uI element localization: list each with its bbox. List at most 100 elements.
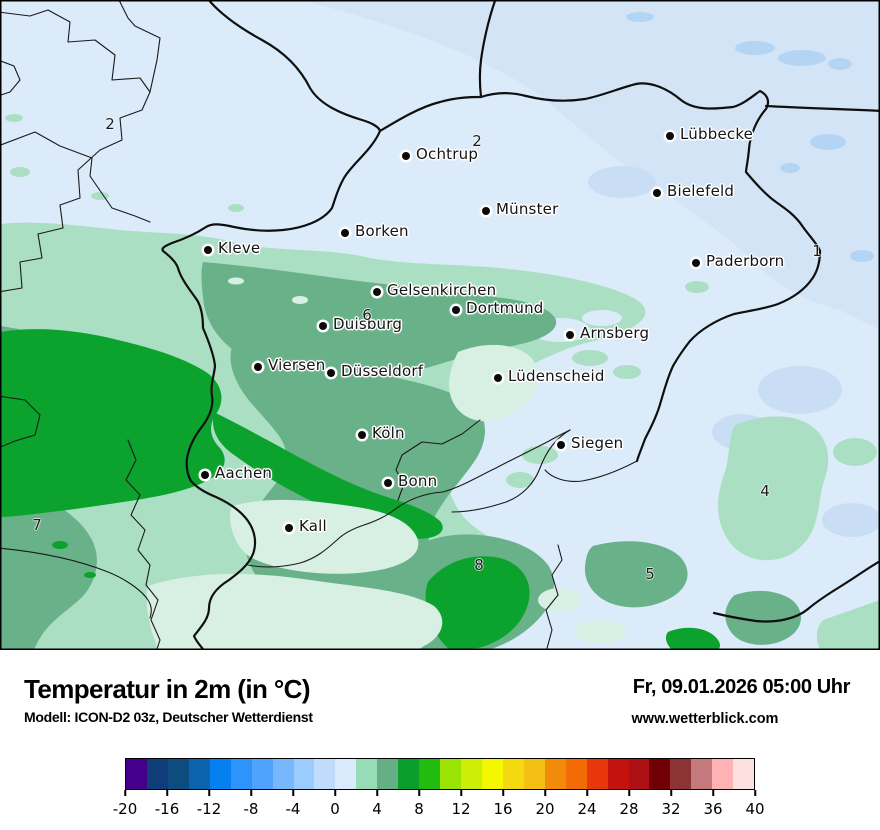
legend-tick (376, 790, 378, 796)
city-dot-icon (692, 259, 700, 267)
city-marker-layer: Ochtrup Lübbecke Bielefeld Münster Borke… (201, 125, 784, 535)
legend-color-swatch (377, 759, 399, 789)
city-label: Lüdenscheid (508, 367, 605, 385)
temperature-legend: -20 -16 -12 -8 -4 0 4 8 12 16 20 24 28 32 36 40 (113, 758, 765, 818)
temperature-value-label: 5 (645, 565, 655, 583)
map-svg (0, 0, 880, 650)
city-label: Kleve (218, 239, 261, 257)
forecast-datetime: Fr, 09.01.2026 05:00 Uhr (632, 676, 851, 698)
district-borders (0, 0, 638, 650)
temperature-value-label: 1 (812, 242, 822, 260)
legend-tick (712, 790, 714, 796)
legend-tick (544, 790, 546, 796)
city-label: Düsseldorf (341, 362, 424, 380)
legend-color-swatch (419, 759, 441, 789)
city-label: Borken (355, 222, 409, 240)
city-dot-icon (319, 322, 327, 330)
city-label: Lübbecke (680, 125, 754, 143)
legend-color-swatch (440, 759, 461, 789)
city-dot-icon (482, 207, 490, 215)
value-label-layer: 2 2 1 6 4 7 8 5 (32, 115, 822, 583)
legend-colorbar (125, 758, 755, 790)
city-label: Kall (299, 517, 327, 535)
model-info: Modell: ICON-D2 03z, Deutscher Wetterdie… (24, 709, 313, 725)
region-bright-green (0, 329, 720, 650)
city-label: Köln (372, 424, 405, 442)
city-dot-icon (201, 471, 209, 479)
legend-color-swatch (586, 759, 608, 789)
temperature-value-label: 8 (474, 556, 484, 574)
legend-color-swatch (502, 759, 524, 789)
legend-tick-label: 20 (535, 800, 555, 818)
city-dot-icon (341, 229, 349, 237)
city-label: Arnsberg (580, 324, 650, 342)
pale-green-islands (5, 114, 880, 650)
legend-tick-label: 36 (703, 800, 723, 818)
legend-tick-label: -16 (154, 800, 180, 818)
city-label: Viersen (268, 356, 326, 374)
legend-color-swatch (356, 759, 378, 789)
city-label: Münster (496, 200, 559, 218)
legend-tick-label: -8 (243, 800, 259, 818)
legend-color-swatch (461, 759, 482, 789)
legend-tick-label: 32 (661, 800, 681, 818)
city-label: Bonn (398, 472, 438, 490)
temperature-value-label: 2 (472, 132, 482, 150)
legend-color-swatch (314, 759, 336, 789)
legend-tick-label: 40 (745, 800, 765, 818)
legend-tick-label: 28 (619, 800, 639, 818)
cold-blue-patches (626, 12, 874, 262)
legend-color-swatch (649, 759, 671, 789)
map-frame (0, 0, 880, 650)
legend-color-swatch (481, 759, 503, 789)
temperature-value-label: 2 (105, 115, 115, 133)
legend-tick (460, 790, 462, 796)
legend-color-swatch (523, 759, 545, 789)
legend-color-swatch (670, 759, 692, 789)
legend-tick (250, 790, 252, 796)
legend-tick (628, 790, 630, 796)
city-dot-icon (402, 152, 410, 160)
legend-tick (670, 790, 672, 796)
legend-tick (292, 790, 294, 796)
page-title: Temperatur in 2m (in °C) (24, 674, 310, 704)
city-label: Dortmund (466, 299, 544, 317)
legend-tick (334, 790, 336, 796)
legend-color-swatch (733, 759, 755, 789)
legend-color-swatch (272, 759, 294, 789)
temperature-value-label: 7 (32, 516, 42, 534)
temperature-map: Ochtrup Lübbecke Bielefeld Münster Borke… (0, 0, 880, 650)
temperature-value-label: 6 (362, 306, 372, 324)
legend-color-swatch (628, 759, 650, 789)
legend-tick-label: 4 (372, 800, 382, 818)
legend-tick-label: 24 (577, 800, 597, 818)
city-dot-icon (384, 479, 392, 487)
region-mint (146, 277, 626, 650)
legend-tick-label: -20 (112, 800, 138, 818)
city-label: Bielefeld (667, 182, 735, 200)
legend-color-swatch (188, 759, 210, 789)
legend-color-swatch (293, 759, 315, 789)
cold-blue-wash (300, 0, 880, 330)
legend-tick-label: 12 (451, 800, 471, 818)
city-dot-icon (452, 306, 460, 314)
legend-color-swatch (691, 759, 713, 789)
legend-color-swatch (335, 759, 357, 789)
legend-tick (754, 790, 756, 796)
legend-color-swatch (565, 759, 587, 789)
legend-color-swatch (607, 759, 629, 789)
city-label: Ochtrup (416, 145, 479, 163)
city-label: Duisburg (333, 315, 403, 333)
city-dot-icon (204, 246, 212, 254)
city-dot-icon (327, 369, 335, 377)
city-label: Aachen (215, 464, 273, 482)
legend-tick-label: 0 (330, 800, 340, 818)
legend-color-swatch (209, 759, 231, 789)
legend-tick-label: -12 (196, 800, 222, 818)
legend-tick-label: 8 (414, 800, 424, 818)
legend-color-swatch (251, 759, 273, 789)
legend-tick (586, 790, 588, 796)
city-label: Siegen (571, 434, 624, 452)
legend-tick (208, 790, 210, 796)
